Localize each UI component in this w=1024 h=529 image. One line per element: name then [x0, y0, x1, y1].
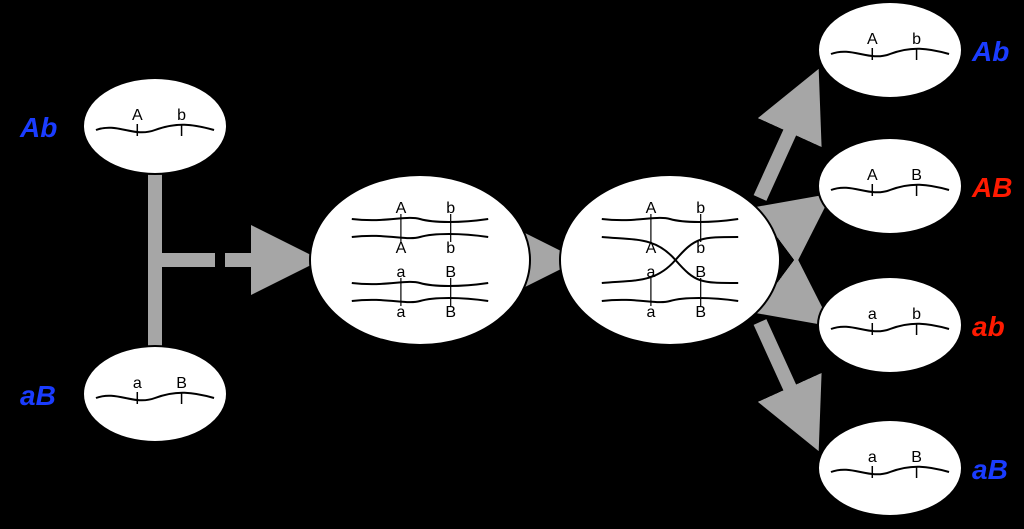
- svg-text:a: a: [133, 375, 142, 392]
- svg-text:B: B: [445, 304, 456, 321]
- svg-text:A: A: [646, 240, 657, 257]
- svg-text:a: a: [646, 304, 655, 321]
- cell-crossover: [560, 175, 780, 345]
- svg-text:b: b: [696, 240, 705, 257]
- cell-gamete-1: [818, 2, 962, 98]
- arrow-to_g1: [760, 88, 810, 198]
- svg-text:A: A: [646, 200, 657, 217]
- cell-gamete-2: [818, 138, 962, 234]
- svg-text:B: B: [695, 304, 706, 321]
- svg-text:b: b: [912, 306, 921, 323]
- svg-text:a: a: [868, 449, 877, 466]
- svg-text:b: b: [446, 200, 455, 217]
- svg-text:a: a: [396, 304, 405, 321]
- svg-text:A: A: [396, 240, 407, 257]
- svg-text:B: B: [176, 375, 187, 392]
- arrow-to_g2: [780, 206, 815, 232]
- cell-gamete-4: [818, 420, 962, 516]
- svg-text:A: A: [132, 107, 143, 124]
- label-gamete-1: Ab: [972, 36, 1009, 68]
- cell-parent-Ab: [83, 78, 227, 174]
- arrow-to_g4: [760, 322, 810, 432]
- svg-text:A: A: [867, 31, 878, 48]
- recombination-diagram: AbaBAAbbaaBBAbAbaBaBAbABabaB: [0, 0, 1024, 529]
- label-parent-aB: aB: [20, 380, 56, 412]
- svg-text:B: B: [445, 264, 456, 281]
- svg-text:B: B: [911, 167, 922, 184]
- svg-text:b: b: [446, 240, 455, 257]
- label-gamete-4: aB: [972, 454, 1008, 486]
- svg-text:B: B: [911, 449, 922, 466]
- cell-gamete-3: [818, 277, 962, 373]
- cell-replicated: [310, 175, 530, 345]
- svg-text:a: a: [396, 264, 405, 281]
- svg-text:B: B: [695, 264, 706, 281]
- svg-text:b: b: [696, 200, 705, 217]
- svg-text:a: a: [646, 264, 655, 281]
- svg-text:A: A: [396, 200, 407, 217]
- label-gamete-2: AB: [972, 172, 1012, 204]
- svg-text:a: a: [868, 306, 877, 323]
- label-parent-Ab: Ab: [20, 112, 57, 144]
- svg-text:b: b: [177, 107, 186, 124]
- label-gamete-3: ab: [972, 311, 1005, 343]
- arrow-to_g3: [780, 288, 815, 314]
- cell-parent-aB: [83, 346, 227, 442]
- svg-text:b: b: [912, 31, 921, 48]
- svg-text:A: A: [867, 167, 878, 184]
